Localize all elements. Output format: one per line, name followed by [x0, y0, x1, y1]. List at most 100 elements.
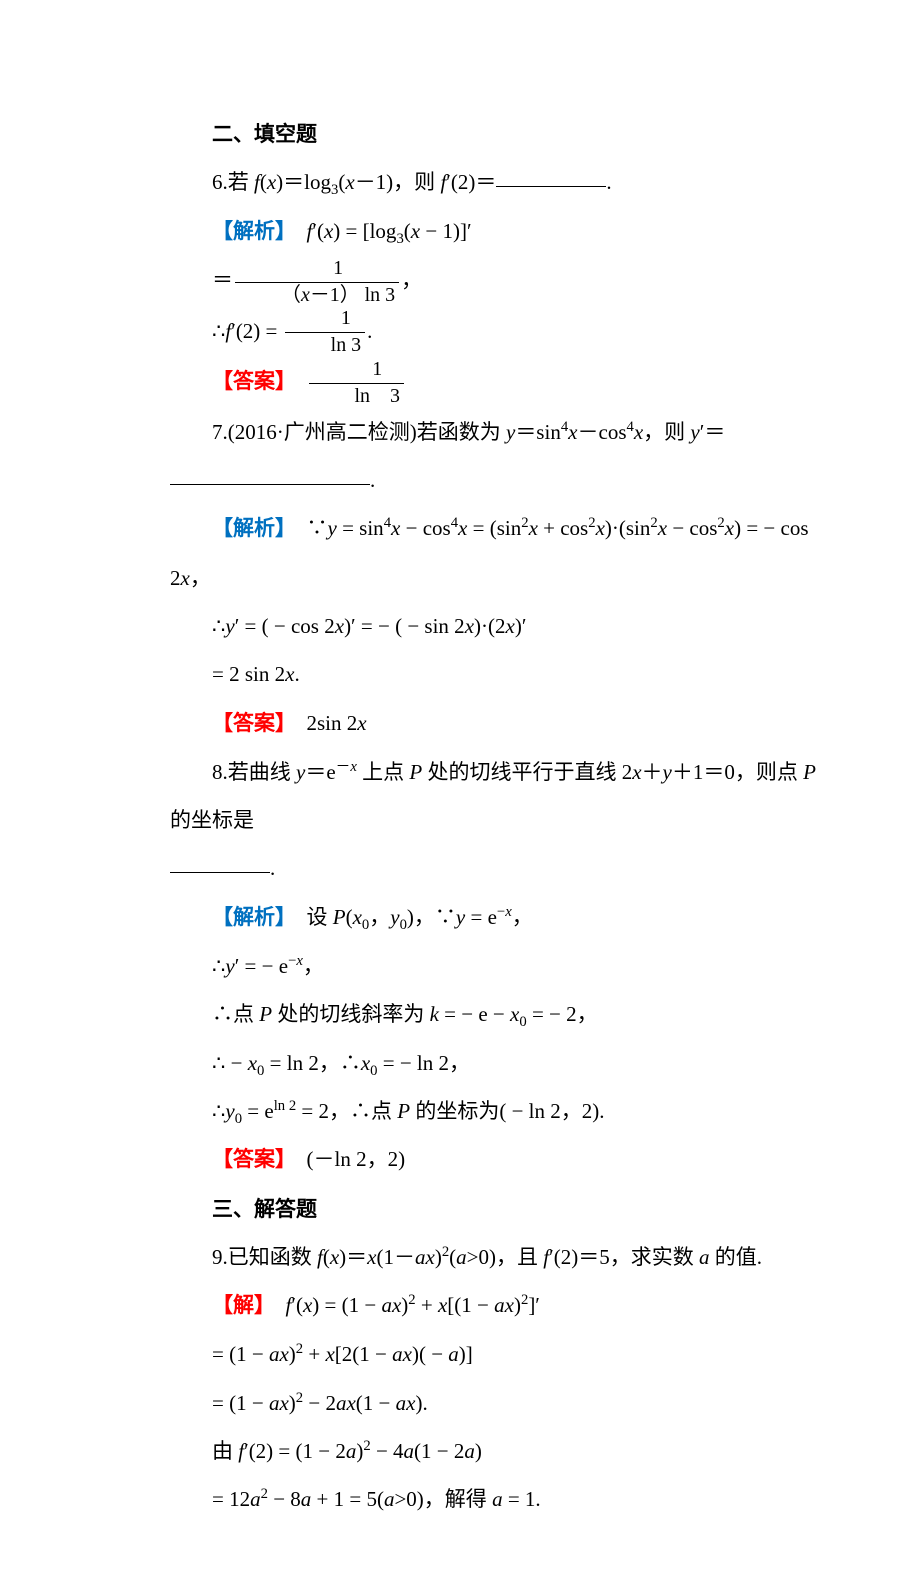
section-3-heading: 三、解答题 [170, 1185, 820, 1233]
text: 9.已知函数 [212, 1245, 317, 1269]
q8-jiexi-5: ∴y0 = eln 2 = 2，∴点 P 的坐标为( − ln 2，2). [170, 1087, 820, 1135]
q9-stem: 9.已知函数 f(x)＝x(1－ax)2(a>0)，且 f′(2)＝5，求实数 … [170, 1233, 820, 1281]
text: + [303, 1342, 325, 1366]
text: = (sin [467, 516, 521, 540]
q8-stem-l2: . [170, 844, 820, 892]
jiexi-label: 【解析】 [212, 906, 286, 929]
text: − 2 [303, 1391, 336, 1415]
text: . [367, 319, 372, 343]
q8-stem-l1: 8.若曲线 y＝e－x 上点 P 处的切线平行于直线 2x＋y＋1＝0，则点 P… [170, 748, 820, 845]
text: = (1 − [212, 1342, 269, 1366]
text: + [416, 1293, 438, 1317]
text: . [270, 856, 275, 880]
text: ) [289, 1391, 296, 1415]
text: . [606, 170, 611, 194]
q9-solve-2: = (1 − ax)2 + x[2(1 − ax)( − a)] [170, 1330, 820, 1378]
text: ( [404, 219, 411, 243]
text: ＋ [642, 760, 663, 784]
q9-solve-1: 【解】 f′(x) = (1 − ax)2 + x[(1 − ax)2]′ [170, 1281, 820, 1330]
text: (－ln 2，2) [286, 1147, 406, 1171]
text: ∴ [212, 954, 225, 978]
answer-label: 【答案】 [212, 1148, 286, 1171]
text: = − e − [439, 1002, 510, 1026]
text: ) [514, 1293, 521, 1317]
text: ， [401, 268, 422, 292]
text: (2) = [236, 319, 283, 343]
q7-stem: 7.(2016·广州高二检测)若函数为 y＝sin4x－cos4x，则 y′＝. [170, 408, 820, 505]
text: 处的切线平行于直线 2 [422, 760, 632, 784]
text: )( − [412, 1342, 448, 1366]
section-2-heading: 二、填空题 [170, 110, 820, 158]
text: (2) = (1 − 2 [249, 1439, 346, 1463]
text: ＝sin [515, 420, 561, 444]
text: . [294, 662, 299, 686]
text: ) = (1 − [312, 1293, 381, 1317]
jiexi-label: 【解析】 [212, 517, 286, 540]
text: ∴ [212, 319, 225, 343]
text: ， [190, 566, 211, 590]
text: 的坐标为( − ln 2，2). [410, 1099, 604, 1123]
text: (1 − [356, 1391, 396, 1415]
answer-label: 【答案】 [212, 370, 286, 393]
text: = − ln 2， [378, 1051, 471, 1075]
text: + 1 = 5( [311, 1487, 384, 1511]
text: ∴ − [212, 1051, 248, 1075]
text: (1 − 2 [414, 1439, 464, 1463]
fraction: 1ln 3 [285, 308, 365, 357]
text: 由 [212, 1439, 238, 1463]
text: (1－ [377, 1245, 416, 1269]
text: 的坐标是 [170, 808, 254, 832]
q6-jiexi-2: ＝1（x－1） ln 3， [170, 256, 820, 307]
text: ) = [log [333, 219, 396, 243]
text: 8.若曲线 [212, 760, 296, 784]
text: = e [465, 905, 497, 929]
text: ) [289, 1342, 296, 1366]
q7-jiexi-2: ∴y′ = ( − cos 2x)′ = − ( − sin 2x)·(2x)′ [170, 602, 820, 650]
text: )′ = − ( − sin 2 [344, 614, 465, 638]
q8-jiexi-1: 【解析】 设 P(x0，y0)，∵y = e−x， [170, 893, 820, 942]
text: 上点 [357, 760, 410, 784]
text: >0)，解得 [394, 1487, 492, 1511]
text: ＝e [305, 760, 335, 784]
q8-jiexi-3: ∴点 P 处的切线斜率为 k = − e − x0 = − 2， [170, 990, 820, 1038]
text: − 1)]′ [420, 219, 471, 243]
text: = 1. [503, 1487, 541, 1511]
q6-jiexi-3: ∴f′(2) = 1ln 3. [170, 307, 820, 358]
text: ， [512, 905, 533, 929]
text [265, 1293, 286, 1317]
text: －cos [578, 420, 627, 444]
text: = sin [337, 516, 384, 540]
text: ＝ [704, 420, 725, 444]
text: − cos [400, 516, 450, 540]
text: [(1 − [447, 1293, 494, 1317]
text: ∴点 [212, 1002, 259, 1026]
q9-solve-5: = 12a2 − 8a + 1 = 5(a>0)，解得 a = 1. [170, 1475, 820, 1523]
text: ( [346, 905, 353, 929]
text: ). [415, 1391, 427, 1415]
text: = − e [239, 954, 288, 978]
q7-answer: 【答案】 2sin 2x [170, 699, 820, 748]
text: ) [475, 1439, 482, 1463]
text: 的值. [709, 1245, 762, 1269]
text: (2)＝5，求实数 [554, 1245, 699, 1269]
text: >0)，且 [467, 1245, 544, 1269]
text: ＋1＝0，则点 [672, 760, 803, 784]
text: 处的切线斜率为 [272, 1002, 430, 1026]
text: ]′ [528, 1293, 540, 1317]
text: = 2，∴点 [296, 1099, 397, 1123]
text: ＝log [283, 170, 331, 194]
q6-answer: 【答案】 1ln 3 [170, 357, 820, 408]
text: 设 [286, 905, 333, 929]
q8-jiexi-4: ∴ − x0 = ln 2，∴x0 = − ln 2， [170, 1039, 820, 1087]
jiexi-label: 【解析】 [212, 220, 286, 243]
q7-jiexi-1: 【解析】 ∵y = sin4x − cos4x = (sin2x + cos2x… [170, 504, 820, 602]
text: (2)＝ [451, 170, 497, 194]
text: ∵ [286, 516, 328, 540]
text: ∴ [212, 1099, 225, 1123]
text: )′ [515, 614, 527, 638]
text: ∴ [212, 614, 225, 638]
q7-jiexi-3: = 2 sin 2x. [170, 650, 820, 698]
text: )·(2 [474, 614, 505, 638]
text: ) [356, 1439, 363, 1463]
text: ( [296, 1293, 303, 1317]
